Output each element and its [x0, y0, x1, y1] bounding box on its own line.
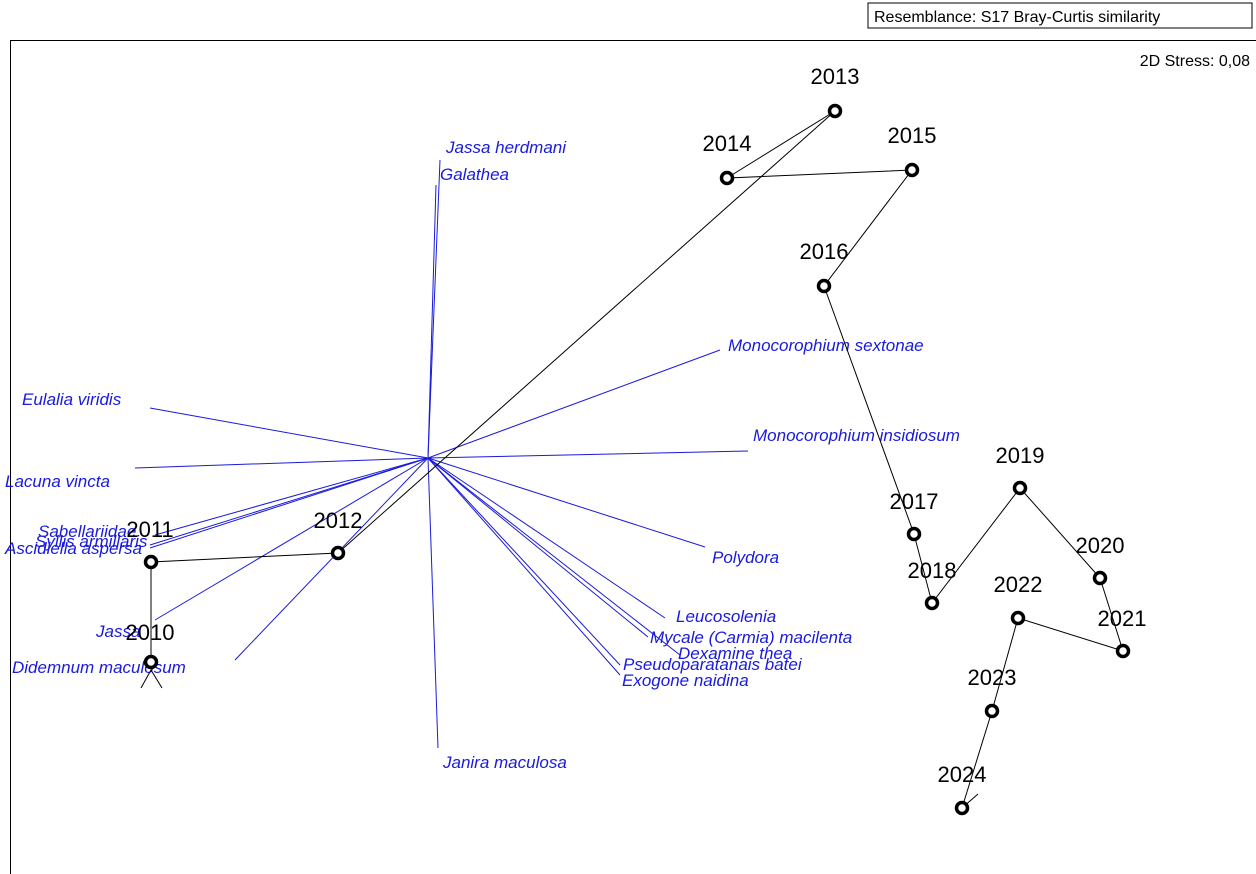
- sample-point: [816, 278, 832, 294]
- sample-label: 2013: [811, 64, 860, 89]
- vector-line: [427, 457, 439, 749]
- sample-label: 2011: [126, 517, 173, 542]
- sample-point: [330, 545, 346, 561]
- sample-point: [827, 103, 843, 119]
- vector-label: Galathea: [440, 165, 509, 184]
- vector-label: Mycale (Carmia) macilenta: [650, 628, 852, 647]
- plot-frame: [10, 40, 1256, 874]
- sample-label: 2014: [703, 131, 752, 156]
- vector-label: Monocorophium insidiosum: [753, 426, 960, 445]
- sample-label: 2010: [126, 620, 175, 645]
- sample-label: 2017: [890, 489, 939, 514]
- sample-point: [143, 654, 159, 670]
- sample-point: [719, 170, 735, 186]
- vectors: Jassa herdmani Galathea Monocorophium sext…: [4, 138, 960, 772]
- vector-label: Leucosolenia: [676, 607, 776, 626]
- vector-label: Didemnum maculosum: [12, 658, 186, 677]
- vector-line: [134, 457, 429, 469]
- sample-label: 2020: [1076, 533, 1125, 558]
- vector-label: Polydora: [712, 548, 779, 567]
- sample-point: [984, 703, 1000, 719]
- sample-label: 2016: [800, 239, 849, 264]
- vector-line: [427, 159, 441, 459]
- sample-point: [1012, 480, 1028, 496]
- sample-point: [143, 554, 159, 570]
- sample-label: 2022: [994, 572, 1043, 597]
- vector-label: Lacuna vincta: [5, 472, 110, 491]
- vector-line: [427, 457, 649, 638]
- sample-point: [924, 595, 940, 611]
- vector-line: [427, 450, 749, 459]
- vector-line: [427, 457, 621, 666]
- vector-label: Jassa herdmani: [445, 138, 567, 157]
- vector-line: [427, 457, 706, 548]
- vector-label: Pseudoparatanais batei: [623, 655, 803, 674]
- sample-point: [1115, 643, 1131, 659]
- vector-label: Ascidiella aspersa: [4, 539, 142, 558]
- sample-point: [1010, 610, 1026, 626]
- vector-label: Dexamine thea: [678, 644, 792, 663]
- sample-label: 2018: [908, 558, 957, 583]
- header-box: [867, 2, 1253, 29]
- vector-label: Sabellariidae: [38, 522, 136, 541]
- vector-label: Syllis armillaris: [35, 532, 148, 551]
- stress-label: 2D Stress: 0,08: [1140, 53, 1250, 70]
- sample-point: [1092, 570, 1108, 586]
- sample-label: 2012: [314, 508, 363, 533]
- trajectory: [140, 110, 1124, 809]
- trajectory-line: [150, 110, 1124, 809]
- resemblance-label: Resemblance: S17 Bray-Curtis similarity: [874, 9, 1160, 26]
- sample-label: 2023: [968, 665, 1017, 690]
- vector-line: [149, 457, 429, 549]
- start-mark: [140, 669, 163, 689]
- vector-label: Monocorophium sextonae: [728, 336, 924, 355]
- samples: 2010 2011 2012 2013 2014 2015 2016 2017 2018 2019…: [126, 64, 1147, 816]
- vector-line: [427, 184, 437, 459]
- vector-line: [154, 457, 429, 536]
- vector-line: [154, 457, 429, 621]
- vector-line: [427, 349, 721, 459]
- vector-label: Janira maculosa: [442, 753, 567, 772]
- vector-label: Jassa: [95, 622, 140, 641]
- vector-label: Exogone naidina: [622, 671, 749, 690]
- sample-label: 2024: [938, 762, 987, 787]
- vector-line: [234, 457, 429, 661]
- vector-line: [427, 457, 681, 656]
- sample-point: [954, 800, 970, 816]
- vector-line: [427, 457, 621, 676]
- sample-label: 2021: [1098, 606, 1147, 631]
- vector-line: [149, 407, 429, 459]
- sample-label: 2015: [888, 123, 937, 148]
- vector-line: [427, 457, 666, 619]
- sample-label: 2019: [996, 443, 1045, 468]
- vector-label: Eulalia viridis: [22, 390, 122, 409]
- sample-point: [906, 526, 922, 542]
- sample-point: [904, 162, 920, 178]
